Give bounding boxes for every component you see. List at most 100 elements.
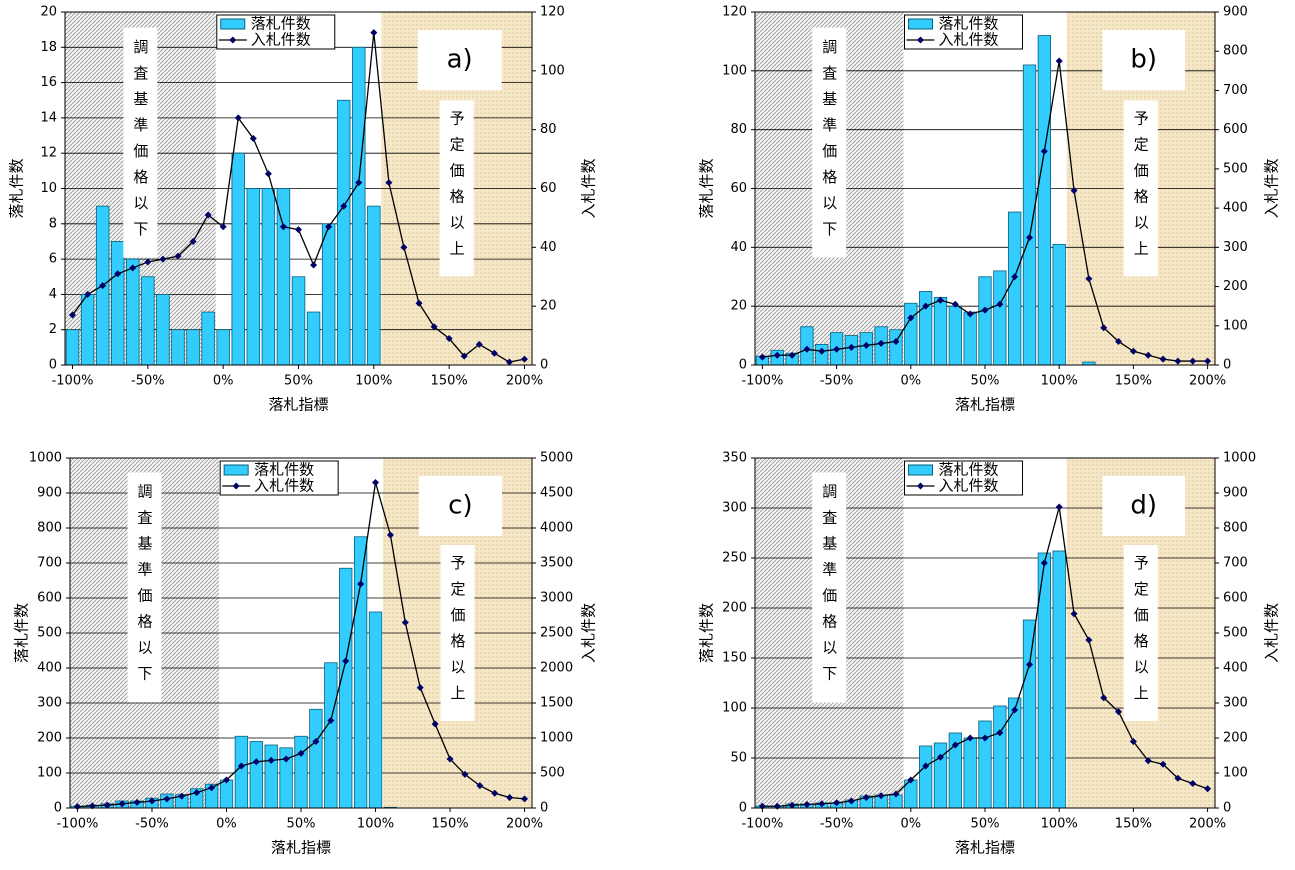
plot-frame	[754, 11, 1216, 366]
bar	[978, 720, 992, 809]
bar	[339, 567, 353, 809]
region-label-box	[440, 545, 475, 721]
marker	[862, 794, 870, 801]
bar	[367, 205, 381, 366]
marker	[129, 264, 137, 272]
x-tick-label: -50%	[131, 374, 165, 389]
legend-label: 入札件数	[939, 31, 999, 49]
marker	[327, 717, 335, 724]
marker	[355, 179, 363, 187]
bar	[246, 188, 261, 366]
y-tick-label: 14	[40, 110, 57, 125]
y2-tick-label: 3500	[540, 556, 573, 571]
marker	[818, 347, 826, 355]
bar	[156, 293, 170, 366]
marker	[788, 351, 796, 359]
y2-tick-label: 100	[1223, 318, 1248, 333]
region-label-box	[812, 27, 847, 258]
marker	[295, 226, 302, 234]
marker	[1040, 147, 1048, 155]
marker	[490, 349, 498, 357]
marker	[99, 282, 107, 290]
marker	[357, 580, 365, 588]
marker	[282, 755, 290, 763]
bar	[324, 662, 338, 809]
y2-axis-title: 入札件数	[580, 603, 598, 663]
marker	[431, 720, 439, 728]
marker	[385, 179, 393, 187]
y-tick-label: 500	[37, 626, 62, 641]
y-tick-label: 700	[37, 556, 62, 571]
marker	[370, 29, 378, 37]
region-label-box	[1123, 100, 1158, 277]
region-label-box	[127, 472, 162, 703]
x-tick-label: 150%	[431, 374, 468, 389]
marker	[461, 770, 469, 778]
panel-label-box	[1102, 476, 1186, 536]
bar	[919, 745, 933, 809]
y2-tick-label: 1000	[1223, 451, 1256, 466]
y-tick-label: 100	[722, 63, 747, 78]
marker	[460, 352, 468, 360]
marker	[1115, 708, 1123, 716]
marker	[788, 801, 796, 809]
bar	[276, 188, 291, 366]
bar	[231, 152, 245, 366]
y2-tick-label: 100	[540, 63, 565, 78]
marker	[922, 762, 930, 770]
y-tick-label: 0	[739, 358, 747, 373]
y-axis-title: 落札件数	[13, 603, 31, 663]
y-tick-label: 4	[49, 287, 57, 302]
marker	[189, 237, 197, 245]
marker	[892, 337, 900, 345]
bar	[336, 99, 351, 366]
marker	[1026, 234, 1034, 242]
region-label: 調査基準価格以下	[820, 484, 838, 692]
y-tick-label: 350	[722, 451, 747, 466]
region-label: 調査基準価格以下	[136, 484, 154, 692]
x-tick-label: 50%	[971, 817, 1000, 832]
legend-label: 入札件数	[939, 477, 999, 495]
marker	[237, 762, 245, 770]
marker	[996, 729, 1004, 737]
region-label-box	[439, 100, 474, 277]
x-tick-label: 100%	[1041, 374, 1078, 389]
marker	[297, 749, 305, 757]
marker	[446, 755, 454, 763]
bar	[234, 735, 249, 809]
marker	[996, 300, 1004, 308]
marker	[114, 270, 122, 278]
y-tick-label: 12	[40, 146, 57, 161]
y-tick-label: 900	[37, 486, 62, 501]
marker	[1070, 186, 1078, 194]
marker	[174, 252, 182, 260]
x-tick-label: -50%	[820, 374, 854, 389]
marker	[981, 306, 989, 314]
bar	[141, 276, 155, 366]
marker	[69, 311, 77, 319]
x-axis-title: 落札指標	[955, 839, 1015, 857]
y2-tick-label: 200	[1223, 731, 1248, 746]
x-tick-label: 200%	[1189, 374, 1226, 389]
y2-tick-label: 2500	[540, 626, 573, 641]
marker	[1174, 774, 1182, 782]
y2-tick-label: 700	[1223, 556, 1248, 571]
y2-tick-label: 900	[1223, 486, 1248, 501]
bar	[993, 270, 1007, 366]
legend-label: 落札件数	[939, 15, 999, 33]
marker	[1174, 357, 1182, 365]
x-tick-label: -100%	[52, 374, 94, 389]
legend-swatch	[908, 464, 933, 476]
y2-tick-label: 4000	[540, 521, 573, 536]
marker	[204, 211, 212, 219]
x-axis-title: 落札指標	[955, 396, 1015, 414]
panel-label-box	[417, 30, 502, 90]
bar	[948, 305, 962, 366]
marker	[1189, 357, 1197, 365]
x-tick-label: 50%	[971, 374, 1000, 389]
legend-label: 入札件数	[251, 31, 311, 49]
y-tick-label: 400	[37, 661, 62, 676]
legend-label: 落札件数	[939, 461, 999, 479]
bar	[261, 188, 276, 366]
bar	[321, 223, 336, 366]
